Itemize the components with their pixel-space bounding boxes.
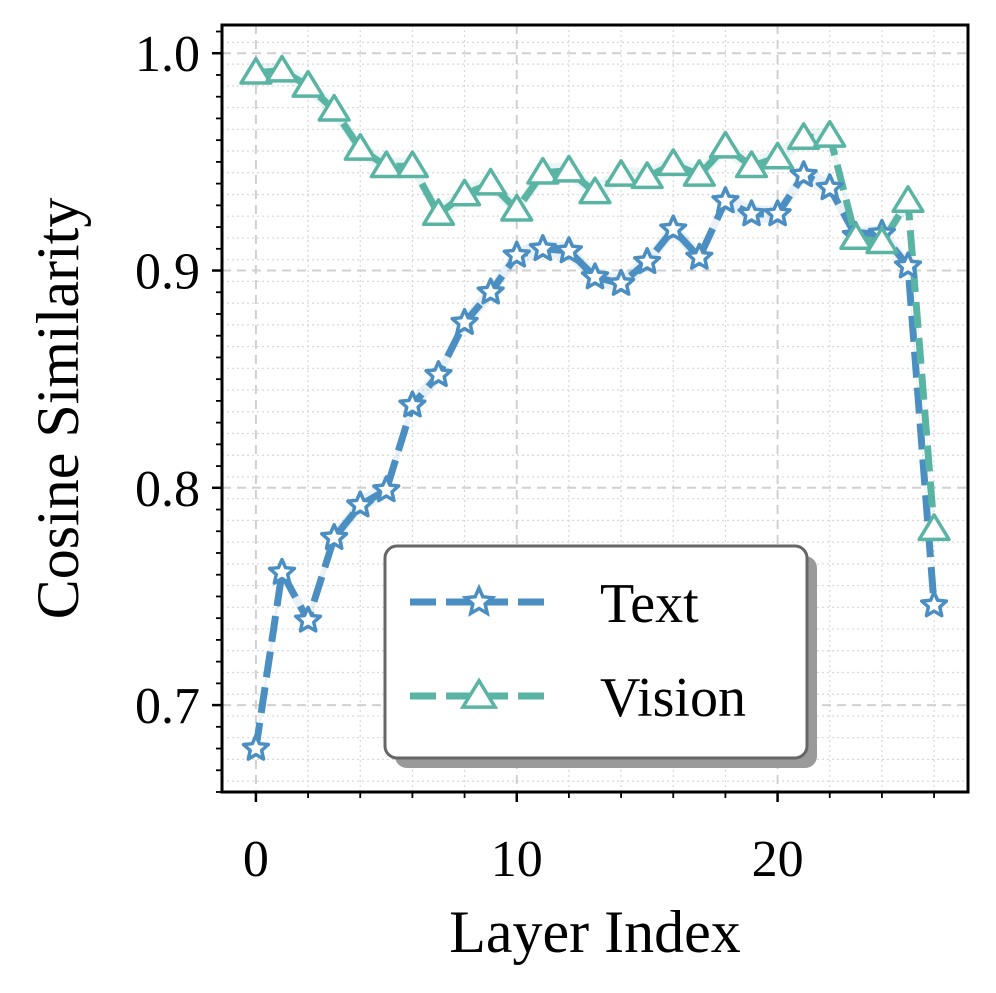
- vision-point: [395, 150, 430, 179]
- text-point: [893, 251, 923, 279]
- y-tick-label: 1.0: [135, 26, 200, 83]
- vision-point: [447, 178, 482, 207]
- vision-point: [343, 132, 377, 161]
- legend: Text Vision: [383, 544, 817, 768]
- vision-point: [500, 193, 534, 222]
- legend-text-marker: [461, 583, 497, 617]
- vision-point: [317, 93, 351, 122]
- minor-gridlines: [222, 25, 968, 792]
- vision-point: [760, 141, 795, 170]
- text-point: [580, 262, 610, 290]
- tick-labels: 0 10 20 0.7 0.8 0.9 1.0: [135, 26, 804, 888]
- text-point: [502, 240, 531, 268]
- y-tick-label: 0.9: [135, 244, 200, 301]
- text-point: [293, 605, 323, 633]
- legend-text-label: Text: [600, 573, 699, 635]
- text-point: [763, 199, 792, 227]
- text-point: [737, 199, 766, 227]
- text-point: [450, 307, 479, 335]
- vision-point: [682, 159, 716, 187]
- vision-point: [578, 176, 612, 205]
- series-markers: [239, 54, 951, 761]
- vision-point: [552, 154, 586, 183]
- vision-point: [526, 156, 560, 185]
- vision-point: [734, 150, 769, 179]
- x-tick-label: 20: [752, 831, 804, 888]
- legend-vision-label: Vision: [600, 667, 746, 729]
- text-point: [476, 277, 505, 305]
- vision-point: [630, 161, 664, 190]
- text-point: [320, 523, 349, 551]
- vision-point: [369, 150, 403, 179]
- vision-point: [291, 69, 325, 98]
- text-point: [606, 268, 636, 296]
- text-point: [346, 490, 375, 518]
- text-point: [633, 247, 662, 275]
- text-point: [424, 360, 453, 388]
- vision-point: [787, 122, 821, 150]
- text-point: [659, 214, 688, 242]
- text-point: [554, 236, 584, 264]
- vision-point: [865, 226, 899, 255]
- text-point: [685, 242, 714, 270]
- text-point: [398, 390, 427, 418]
- vision-point: [656, 148, 690, 177]
- plot-frame: [220, 23, 970, 794]
- vision-point: [813, 119, 847, 148]
- axis-ticks: [212, 30, 935, 802]
- text-point: [789, 160, 818, 188]
- vision-point: [421, 198, 456, 227]
- y-axis-label: Cosine Similarity: [25, 198, 91, 620]
- text-point: [919, 590, 949, 618]
- text-point: [372, 475, 401, 503]
- vision-point: [239, 56, 273, 85]
- vision-point: [917, 513, 951, 542]
- vision-point: [604, 159, 638, 187]
- text-point: [241, 733, 271, 761]
- x-tick-label: 10: [491, 831, 543, 888]
- text-point: [267, 557, 297, 585]
- vision-point: [708, 130, 743, 159]
- vision-point: [891, 185, 925, 214]
- text-point: [528, 234, 557, 262]
- text-point: [815, 173, 844, 201]
- vision-point: [839, 222, 873, 250]
- legend-vision-marker: [459, 677, 499, 709]
- vision-point: [474, 167, 508, 196]
- x-axis-label: Layer Index: [449, 899, 741, 965]
- y-tick-label: 0.8: [135, 461, 200, 518]
- text-point: [711, 186, 740, 214]
- y-tick-label: 0.7: [135, 678, 200, 735]
- x-tick-label: 0: [243, 831, 269, 888]
- vision-point: [265, 54, 299, 83]
